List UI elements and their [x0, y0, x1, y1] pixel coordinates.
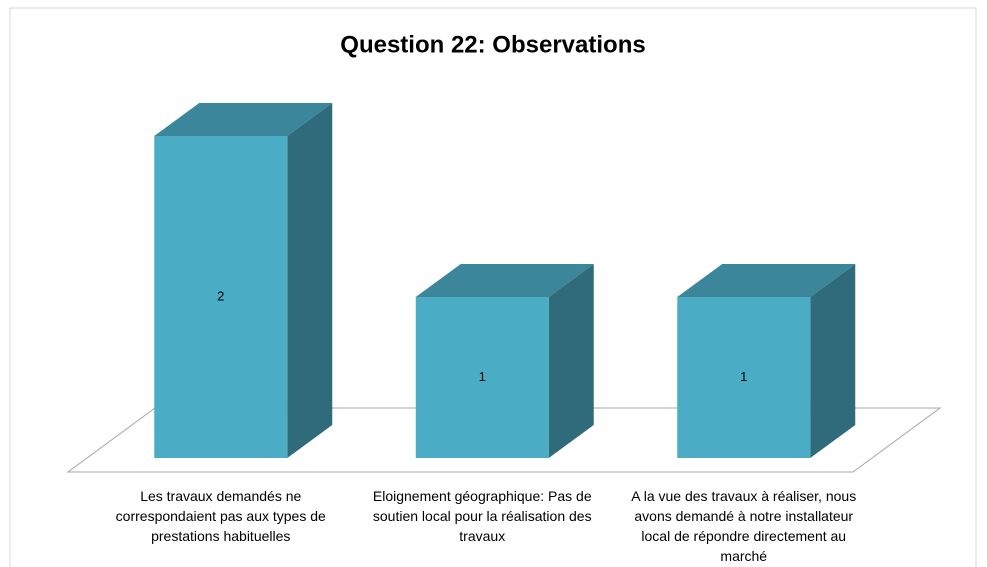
x-tick-label: Eloignement géographique: Pas de soutien… [372, 488, 592, 544]
x-tick-label: Les travaux demandés ne correspondaient … [115, 488, 326, 544]
value-label: 2 [217, 288, 224, 303]
bar-side [287, 103, 333, 458]
bar-top [415, 264, 594, 297]
bar-top [154, 103, 333, 136]
bar-side [810, 264, 856, 458]
value-label: 1 [740, 369, 747, 384]
bar [415, 297, 549, 458]
chart-title: Question 22: Observations [340, 31, 645, 58]
bar-top [677, 264, 856, 297]
value-label: 1 [479, 369, 486, 384]
bar [154, 136, 288, 458]
bar [677, 297, 811, 458]
bar-side [548, 264, 594, 458]
x-tick-label: A la vue des travaux à réaliser, nous av… [631, 488, 857, 564]
